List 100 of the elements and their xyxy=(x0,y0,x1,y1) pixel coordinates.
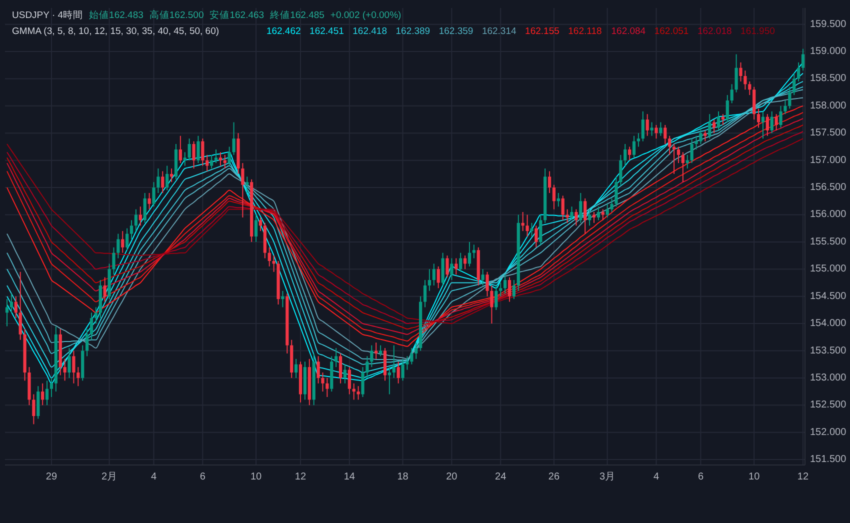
candlestick xyxy=(143,192,146,224)
candlestick xyxy=(196,135,200,164)
candlestick xyxy=(690,138,694,164)
candlestick xyxy=(530,222,534,237)
x-tick-label: 6 xyxy=(698,472,704,482)
candlestick xyxy=(788,86,792,110)
candlestick xyxy=(694,135,698,150)
x-tick-label: 4 xyxy=(150,472,157,482)
candlestick xyxy=(423,280,427,308)
text: 161.950 xyxy=(740,26,775,37)
candlestick xyxy=(232,122,236,156)
candlestick xyxy=(316,356,320,384)
x-tick-label: 12 xyxy=(294,472,306,482)
candlestick xyxy=(356,386,360,400)
candlestick xyxy=(699,127,702,145)
x-tick-label: 20 xyxy=(446,472,458,482)
candlestick xyxy=(499,282,502,297)
candlestick xyxy=(14,296,18,319)
candlestick xyxy=(446,255,449,278)
candlestick xyxy=(338,352,342,384)
candlestick xyxy=(481,268,484,286)
candlestick xyxy=(410,348,414,365)
candlestick xyxy=(784,100,787,115)
candlestick xyxy=(539,214,542,246)
y-tick-label: 156.000 xyxy=(810,209,847,220)
candlestick xyxy=(392,344,396,378)
candlestick xyxy=(748,80,752,96)
candlestick xyxy=(641,110,644,142)
candlestick xyxy=(348,366,351,395)
candlestick xyxy=(761,110,765,140)
candlestick xyxy=(614,176,618,208)
candlestick xyxy=(628,146,632,161)
y-tick-label: 152.000 xyxy=(810,426,847,438)
candlestick xyxy=(152,182,156,208)
y-tick-label: 156.500 xyxy=(810,182,847,194)
candlestick xyxy=(770,110,774,134)
y-tick-label: 153.500 xyxy=(810,345,847,356)
candlestick xyxy=(32,394,36,425)
candlestick xyxy=(406,356,409,370)
candlestick xyxy=(50,377,54,398)
candlestick xyxy=(414,342,418,360)
candlestick xyxy=(756,108,760,128)
candlestick xyxy=(178,135,182,164)
candlestick xyxy=(192,140,196,169)
text: 162.389 xyxy=(396,26,430,37)
candlestick xyxy=(45,380,49,406)
candlestick xyxy=(636,132,640,148)
candlestick xyxy=(134,208,138,232)
candlestick xyxy=(218,152,222,166)
candlestick xyxy=(156,168,160,194)
candlestick xyxy=(584,198,587,234)
y-tick-label: 151.500 xyxy=(810,454,847,466)
x-tick-label: 6 xyxy=(200,472,206,482)
candlestick xyxy=(294,358,298,378)
candlestick xyxy=(201,138,204,166)
candlestick xyxy=(739,62,742,82)
x-tick-label: 24 xyxy=(495,472,507,482)
candlestick xyxy=(366,356,369,378)
x-tick-label: 14 xyxy=(344,472,356,482)
candlestick xyxy=(268,246,271,267)
text: 162.155 xyxy=(525,26,560,37)
candlestick xyxy=(659,122,662,136)
text: 162.084 xyxy=(611,26,646,37)
candlestick xyxy=(619,154,622,186)
candlestick xyxy=(258,216,262,232)
candlestick xyxy=(726,94,729,123)
x-tick-label: 3月 xyxy=(600,472,616,482)
candlestick xyxy=(210,154,214,169)
text: 162.418 xyxy=(352,26,387,37)
candlestick xyxy=(610,198,614,213)
annotation: 安値162.463 xyxy=(210,9,264,21)
candlestick xyxy=(766,114,769,136)
y-tick-label: 152.500 xyxy=(810,400,847,411)
candlestick xyxy=(512,280,516,300)
chart-title: USDJPY · 4時間 xyxy=(12,9,84,21)
candlestick xyxy=(526,214,529,237)
candlestick xyxy=(121,230,124,254)
candlestick xyxy=(552,184,556,210)
candlestick xyxy=(664,124,667,145)
candlestick xyxy=(681,152,684,183)
candlestick xyxy=(744,70,747,90)
candlestick xyxy=(343,364,347,384)
candlestick xyxy=(334,348,338,368)
candlestick xyxy=(63,358,66,382)
candlestick xyxy=(592,212,596,224)
candlestick xyxy=(188,138,191,161)
candlestick xyxy=(734,54,738,93)
candlestick xyxy=(704,130,707,142)
candlestick xyxy=(126,228,129,251)
candlestick xyxy=(672,144,676,174)
candlestick xyxy=(561,195,564,221)
candlestick xyxy=(716,110,720,131)
candlestick xyxy=(130,220,134,240)
candlestick xyxy=(72,350,76,384)
annotation: 高値162.500 xyxy=(149,9,204,21)
candlestick xyxy=(490,284,494,324)
candlestick xyxy=(281,290,284,308)
candlestick xyxy=(18,271,22,340)
candlestick xyxy=(570,206,574,221)
candlestick xyxy=(401,358,404,382)
